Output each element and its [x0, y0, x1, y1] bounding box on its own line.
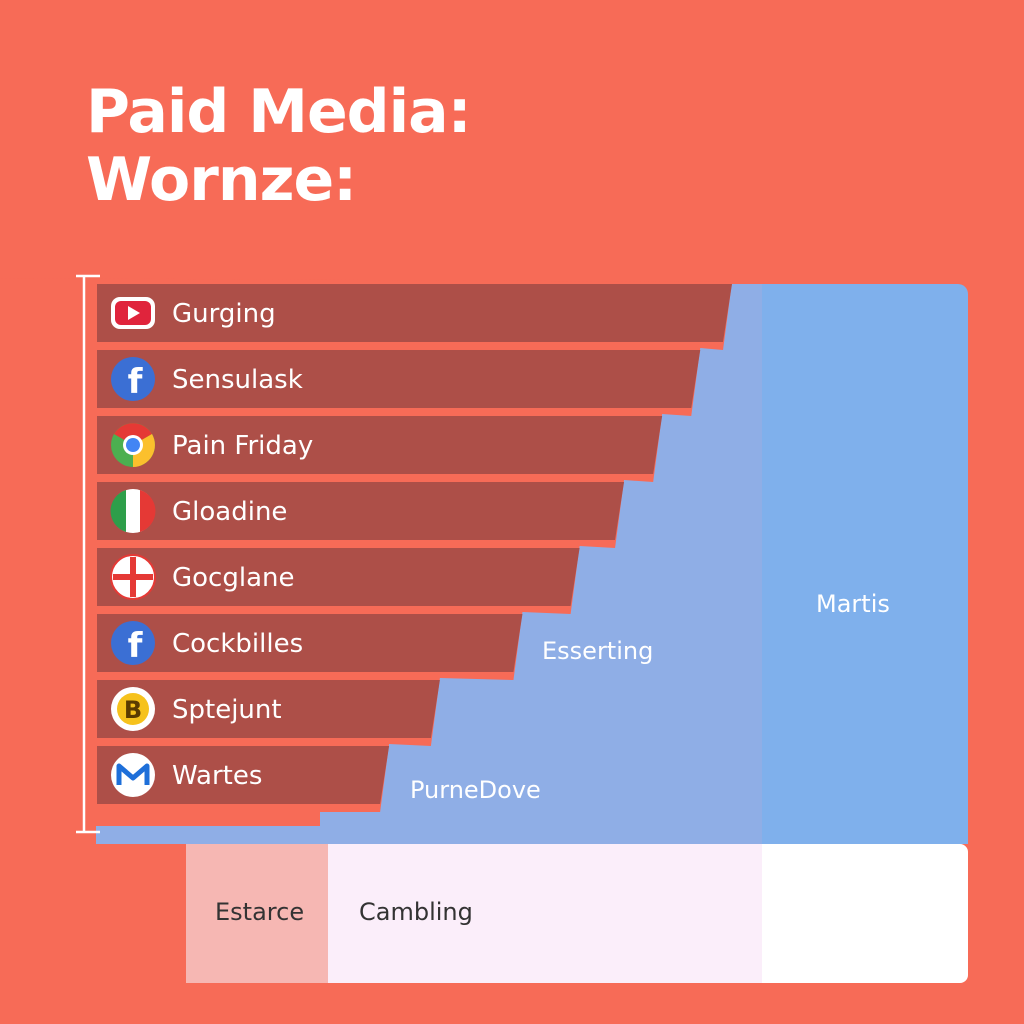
bar-3: [97, 482, 625, 540]
bar-label-2: Pain Friday: [172, 431, 313, 461]
legend-strip: Estarce Cambling: [186, 844, 968, 983]
bar-2: [97, 416, 663, 474]
svg-text:f: f: [128, 626, 144, 666]
bar-label-0: Gurging: [172, 299, 276, 329]
bar-label-7: Wartes: [172, 761, 262, 791]
chart-title: Paid Media: Wornze:: [86, 77, 472, 215]
bar-label-5: Cockbilles: [172, 629, 303, 659]
legend-swatch-estarce: [186, 844, 328, 983]
svg-text:B: B: [124, 696, 142, 724]
bar-6: [97, 680, 440, 738]
bar-5: [97, 614, 523, 672]
region-label-esserting: Esserting: [542, 637, 653, 665]
bar-label-6: Sptejunt: [172, 695, 282, 725]
legend-swatch-cambling: [328, 844, 762, 983]
legend-label-estarce: Estarce: [215, 898, 304, 926]
b-coin-icon: B: [111, 687, 155, 731]
area-region-dark: [762, 284, 968, 844]
legend-label-cambling: Cambling: [359, 898, 473, 926]
facebook-icon: f: [111, 621, 155, 666]
chrome-icon: [111, 423, 155, 467]
youtube-icon: [111, 297, 155, 329]
svg-text:f: f: [128, 362, 144, 402]
y-axis-bracket: [76, 274, 100, 834]
bar-0: [97, 284, 732, 342]
bar-4: [97, 548, 580, 606]
italy-flag-icon: [110, 489, 156, 533]
bar-7: [97, 746, 390, 804]
chart-title-line-1: Paid Media:: [86, 77, 472, 147]
bar-label-4: Gocglane: [172, 563, 294, 593]
cross-badge-icon: [110, 554, 156, 600]
bar-1: [97, 350, 701, 408]
chart-title-line-2: Wornze:: [86, 145, 357, 215]
mail-icon: [111, 753, 155, 797]
bar-label-3: Gloadine: [172, 497, 287, 527]
facebook-icon: f: [111, 357, 155, 402]
region-label-purnedove: PurneDove: [410, 776, 541, 804]
bars-group: Gurging f Sensulask Pain Friday Gloadine Gocg…: [97, 284, 732, 804]
region-label-martis: Martis: [816, 590, 890, 618]
bar-label-1: Sensulask: [172, 365, 303, 395]
